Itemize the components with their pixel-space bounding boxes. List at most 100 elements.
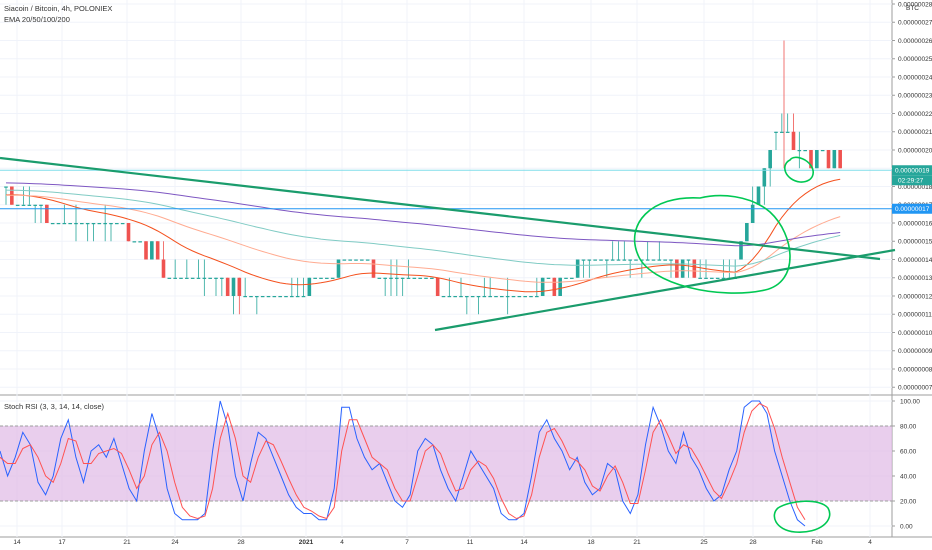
candle-body	[540, 277, 545, 296]
candle-body	[505, 296, 510, 298]
candle-body	[190, 277, 195, 279]
candle-body	[272, 296, 277, 298]
candle-body	[21, 204, 26, 206]
candle-body	[465, 296, 469, 298]
candle-body	[564, 277, 568, 279]
oversold-overbought-band	[0, 426, 892, 501]
candle-body	[167, 277, 172, 279]
stoch-y-tick-label: 20.00	[900, 498, 917, 505]
candle-body	[278, 296, 282, 298]
candle-body	[430, 277, 434, 279]
candle-body	[313, 277, 317, 279]
x-tick-label: 14	[520, 539, 528, 546]
candle-body	[103, 223, 107, 225]
candle-body	[476, 296, 481, 298]
candle-body	[173, 277, 177, 279]
candle-body	[132, 241, 137, 243]
hline-price-tag	[892, 203, 932, 214]
candle-body	[488, 296, 492, 298]
hand-drawn-annotations[interactable]	[633, 156, 831, 533]
candle-body	[651, 259, 656, 261]
y-tick-label: 0.00000009	[898, 348, 932, 355]
candle-body	[756, 186, 761, 205]
countdown-tag-text: 02:29:27	[898, 178, 924, 185]
candle-body	[74, 223, 78, 225]
candle-body	[249, 296, 253, 298]
ascending-trendline	[434, 248, 896, 332]
candle-body	[196, 277, 201, 279]
candle-body	[97, 223, 102, 225]
candle-body	[791, 131, 796, 150]
y-tick-label: 0.00000026	[898, 38, 932, 45]
oversold-circle	[773, 500, 831, 533]
candle-body	[599, 259, 603, 261]
candle-body	[453, 296, 457, 298]
candle-body	[231, 277, 236, 296]
price-tags: 0.00000019 02:29:27 0.00000017	[892, 165, 932, 214]
x-tick-label: 25	[700, 539, 708, 546]
candle-body	[284, 296, 288, 298]
candle-body	[85, 223, 90, 225]
trendlines[interactable]	[0, 156, 896, 332]
candle-body	[342, 259, 347, 261]
candle-body	[634, 259, 638, 261]
x-tick-label: 17	[58, 539, 66, 546]
candle-body	[150, 241, 154, 260]
candle-body	[80, 223, 84, 225]
candle-body	[371, 259, 376, 278]
candle-body	[470, 296, 475, 298]
candle-body	[348, 259, 352, 261]
x-tick-label: 7	[405, 539, 409, 546]
candle-body	[482, 296, 487, 298]
stoch-band	[0, 425, 892, 502]
ema-legend[interactable]: EMA 20/50/100/200	[4, 15, 70, 24]
candle-body	[710, 277, 714, 279]
y-tick-label: 0.00000025	[898, 56, 932, 63]
chart-title[interactable]: Siacoin / Bitcoin, 4h, POLONIEX	[4, 4, 113, 13]
candle-body	[62, 223, 67, 225]
stoch-lines	[0, 400, 806, 527]
candle-body	[657, 259, 662, 261]
candle-body	[155, 241, 160, 260]
candle-body	[628, 259, 632, 261]
candle-body	[581, 259, 586, 261]
candle-body	[68, 223, 72, 225]
stoch-y-tick-label: 60.00	[900, 448, 917, 455]
candle-body	[144, 241, 148, 260]
ema-lines	[5, 178, 841, 293]
candle-body	[721, 277, 726, 279]
candle-body	[424, 277, 428, 279]
candle-body	[815, 150, 819, 169]
candles	[4, 40, 842, 315]
candle-body	[680, 259, 685, 278]
candle-body	[616, 259, 621, 261]
candle-body	[605, 259, 609, 261]
y-tick-label: 0.00000018	[898, 184, 932, 191]
candle-body	[593, 259, 597, 261]
consolidation-circle	[633, 194, 791, 294]
stoch-y-tick-label: 0.00	[900, 523, 913, 530]
stoch-d-line	[0, 402, 806, 521]
candle-body	[517, 296, 522, 298]
stoch-rsi-legend[interactable]: Stoch RSI (3, 3, 14, 14, close)	[4, 402, 105, 411]
candle-body	[389, 277, 393, 279]
last-price-circle	[784, 156, 814, 183]
y-tick-label: 0.00000016	[898, 220, 932, 227]
y-tick-label: 0.00000007	[898, 385, 932, 392]
x-tick-label: 28	[237, 539, 245, 546]
x-tick-label: Feb	[811, 539, 823, 546]
candle-body	[365, 259, 370, 261]
y-tick-label: 0.00000010	[898, 330, 932, 337]
candle-body	[220, 277, 224, 279]
candle-body	[243, 296, 247, 298]
candle-body	[179, 277, 183, 279]
candle-body	[319, 277, 323, 279]
candle-body	[185, 277, 189, 279]
candle-body	[115, 223, 119, 225]
candle-body	[575, 259, 580, 278]
y-tick-label: 0.00000022	[898, 111, 932, 118]
x-tick-label: 4	[868, 539, 872, 546]
candle-body	[750, 204, 755, 223]
candle-body	[290, 296, 294, 298]
